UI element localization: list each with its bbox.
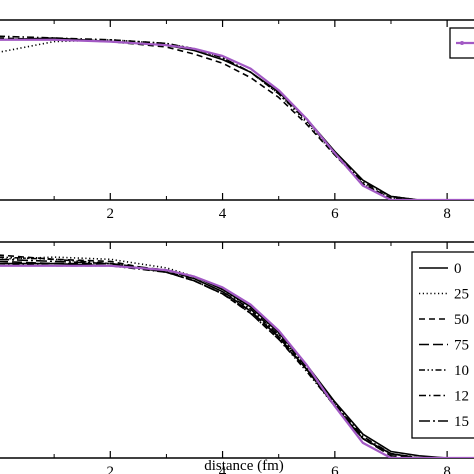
legend-label-10: 10 <box>454 363 469 379</box>
series-line-75 <box>0 260 474 458</box>
bottom-plot-frame <box>0 241 474 459</box>
x-tick-label: 6 <box>331 206 339 222</box>
series-line-0 <box>0 262 474 458</box>
x-tick-label: 8 <box>443 464 451 474</box>
series-line-dotted <box>0 39 474 200</box>
top-panel: 2 4 6 8 <box>0 19 474 222</box>
bottom-legend: 0 25 50 75 10 12 15 <box>411 251 474 439</box>
legend-label-50: 50 <box>454 312 469 328</box>
x-tick-label: 6 <box>331 464 339 474</box>
top-series <box>0 35 474 200</box>
series-line-dash-dot <box>0 35 474 200</box>
legend-label-75: 75 <box>454 338 469 354</box>
bottom-panel: 2 4 6 8 0 25 50 75 10 12 15 distance (fm) <box>0 241 474 474</box>
bottom-series <box>0 254 474 458</box>
top-legend <box>449 27 474 59</box>
x-axis-label: distance (fm) <box>204 458 284 474</box>
x-tick-label: 4 <box>219 206 227 222</box>
series-line-12 <box>0 262 474 458</box>
legend-label-15: 15 <box>454 414 469 430</box>
x-tick-label: 4 <box>219 464 227 474</box>
series-line-15 <box>0 258 474 458</box>
x-tick-label: 2 <box>107 464 115 474</box>
series-line-purple <box>0 38 474 200</box>
legend-label-12: 12 <box>454 389 469 405</box>
series-line-purple <box>0 264 474 458</box>
legend-marker <box>460 41 464 45</box>
series-line-10 <box>0 256 474 458</box>
x-tick-label: 2 <box>107 206 115 222</box>
bottom-x-ticks: 2 4 6 8 <box>53 242 451 474</box>
top-plot-frame <box>0 19 474 201</box>
top-x-ticks: 2 4 6 8 <box>53 20 451 222</box>
legend-label-25: 25 <box>454 287 469 303</box>
series-line-25 <box>0 256 474 458</box>
legend-label-0: 0 <box>454 261 462 277</box>
series-line-50 <box>0 254 474 458</box>
x-tick-label: 8 <box>443 206 451 222</box>
